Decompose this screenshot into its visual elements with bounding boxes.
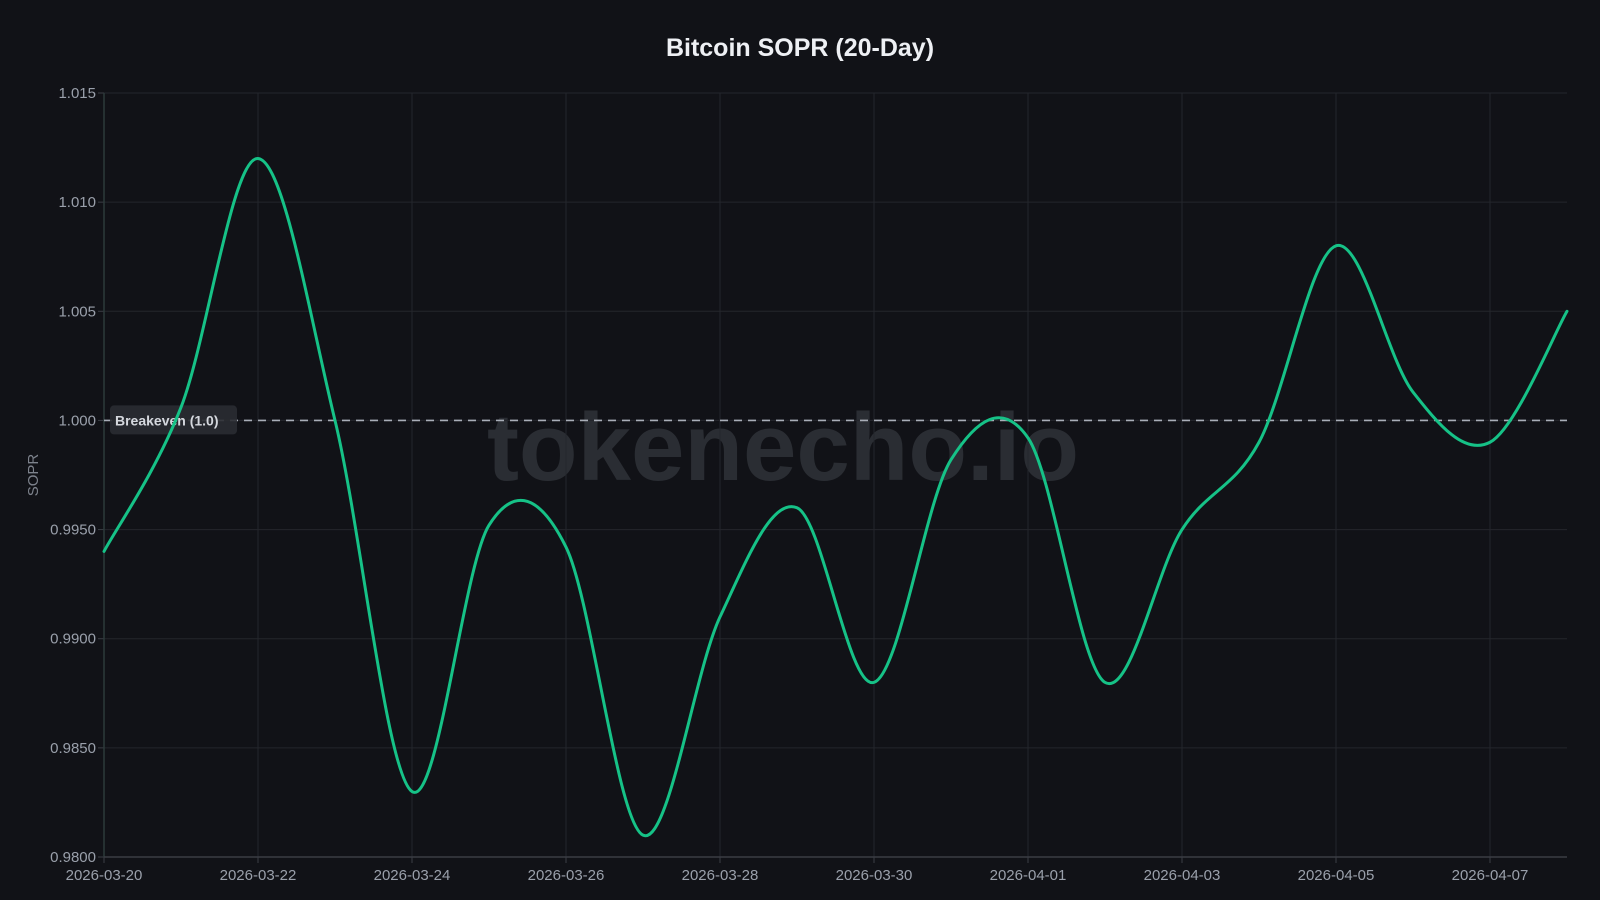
y-tick-label: 1.015 xyxy=(58,85,96,102)
breakeven-label: Breakeven (1.0) xyxy=(115,412,219,428)
y-tick-label: 1.010 xyxy=(58,194,96,211)
x-tick-label: 2026-03-20 xyxy=(66,867,143,884)
x-tick-label: 2026-03-24 xyxy=(374,867,451,884)
y-tick-label: 0.9950 xyxy=(50,522,96,539)
chart-title: Bitcoin SOPR (20-Day) xyxy=(665,34,935,62)
x-tick-label: 2026-04-07 xyxy=(1452,867,1529,884)
y-tick-label: 0.9850 xyxy=(50,740,96,757)
x-tick-label: 2026-03-30 xyxy=(836,867,913,884)
x-tick-label: 2026-03-28 xyxy=(682,867,759,884)
x-tick-label: 2026-04-05 xyxy=(1298,867,1375,884)
y-tick-label: 1.005 xyxy=(58,303,96,320)
y-tick-label: 1.000 xyxy=(58,412,96,429)
y-tick-label: 0.9800 xyxy=(50,849,96,866)
x-tick-label: 2026-03-22 xyxy=(220,867,297,884)
x-tick-label: 2026-04-03 xyxy=(1144,867,1221,884)
y-axis-label: SOPR xyxy=(25,454,42,497)
x-tick-label: 2026-04-01 xyxy=(990,867,1067,884)
watermark: tokenecho.io xyxy=(487,394,1079,501)
x-tick-label: 2026-03-26 xyxy=(528,867,605,884)
breakeven-label-box xyxy=(110,405,237,435)
y-tick-label: 0.9900 xyxy=(50,631,96,648)
sopr-series-line xyxy=(102,156,1569,837)
